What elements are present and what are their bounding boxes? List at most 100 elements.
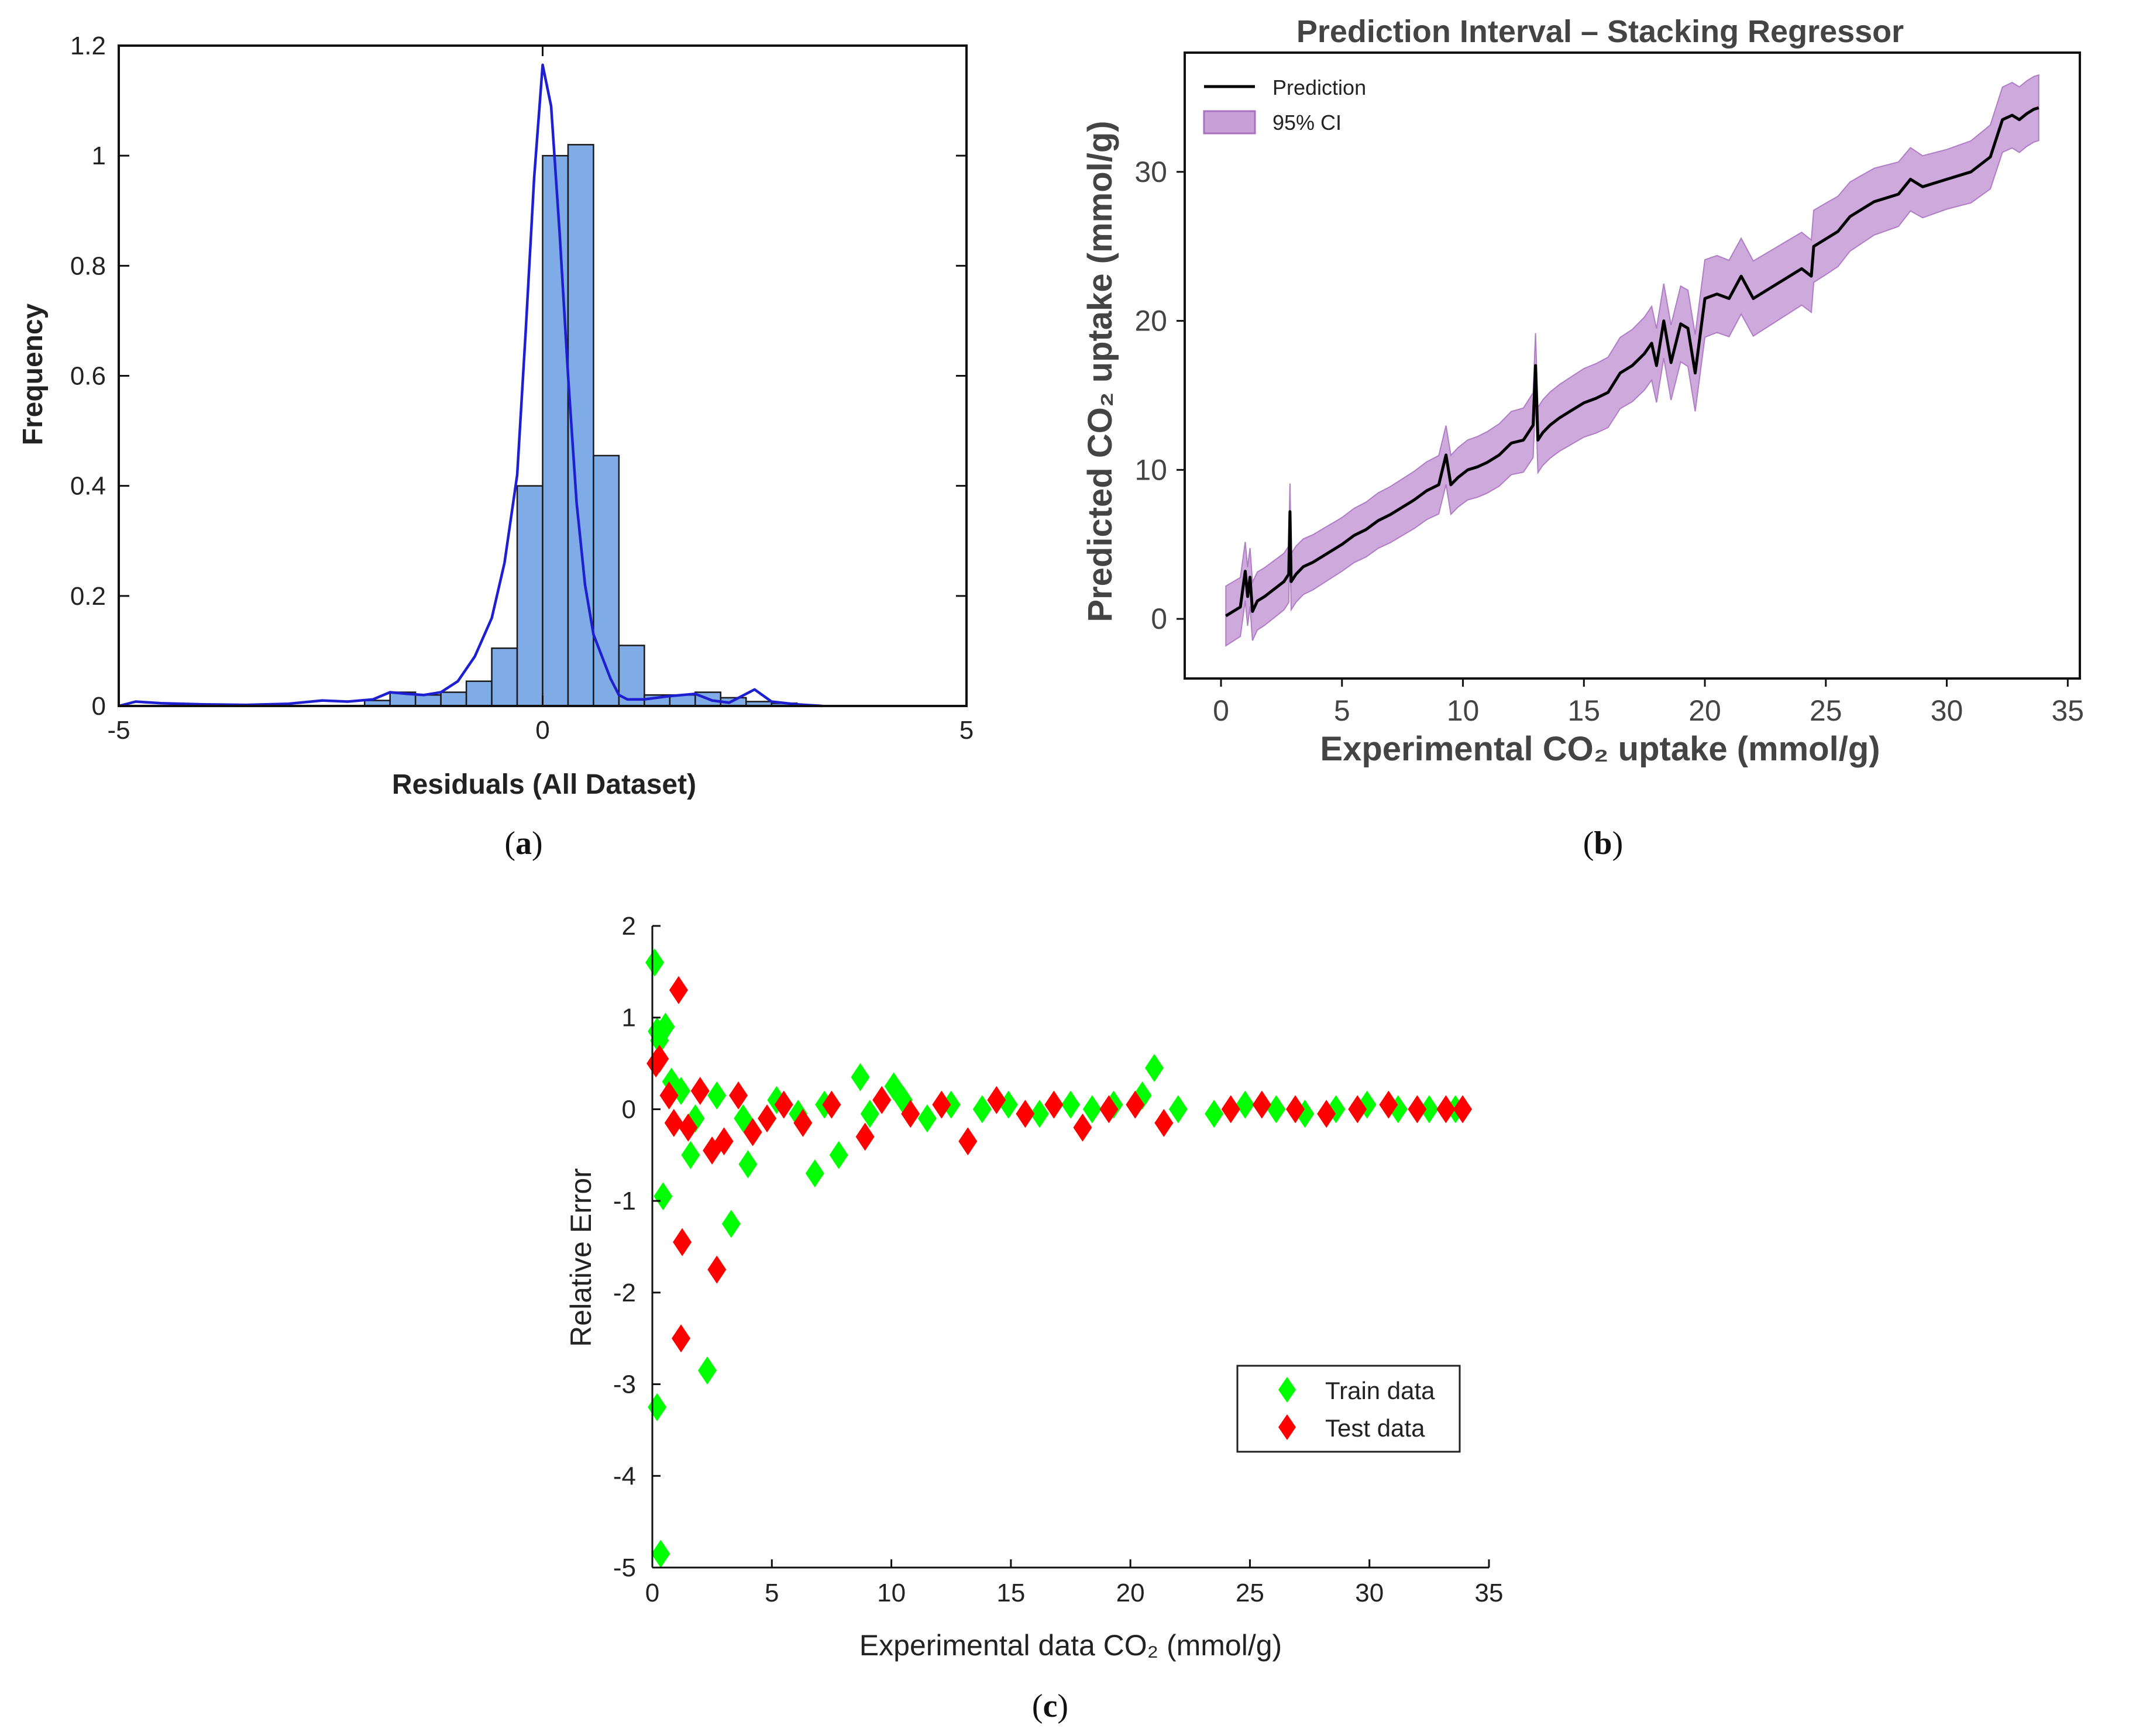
panel-b-prediction-interval: 0 5 10 15 20 25 30 35 0 10 20 30 Prediction Interva… xyxy=(1081,14,2084,862)
panel-c-label-letter: c xyxy=(1043,1688,1058,1724)
panel-a-ylabel: Frequency xyxy=(18,303,49,445)
test-point-36 xyxy=(1408,1095,1427,1124)
x-tick-label-0: 0 xyxy=(1213,694,1229,727)
x-tick-label-3: 15 xyxy=(1567,694,1600,727)
x-tick-label-1: 0 xyxy=(535,716,549,745)
test-point-31 xyxy=(1252,1090,1271,1119)
x-tick-label-0: 0 xyxy=(645,1579,659,1607)
x-tick-label-1: 5 xyxy=(765,1579,779,1607)
test-point-20 xyxy=(901,1100,920,1128)
train-point-13 xyxy=(829,1141,848,1169)
test-point-8 xyxy=(679,1113,698,1142)
test-point-12 xyxy=(729,1081,748,1110)
y-tick-label-0: 0 xyxy=(1151,602,1167,635)
panel-c-xlabel: Experimental data CO₂ (mmol/g) xyxy=(859,1629,1282,1662)
panel-a-ticks: -5 0 500.20.40.60.811.2 xyxy=(70,32,974,745)
test-point-2 xyxy=(669,976,688,1004)
histogram-bar-6 xyxy=(516,485,544,707)
panel-b-ci-band xyxy=(1225,74,2039,647)
x-tick-label-5: 25 xyxy=(1236,1579,1264,1607)
x-tick-label-5: 25 xyxy=(1810,694,1842,727)
train-point-16 xyxy=(1145,1053,1164,1082)
train-point-6 xyxy=(651,1539,670,1568)
x-tick-label-0: -5 xyxy=(107,716,130,745)
panel-b-title: Prediction Interval – Stacking Regressor xyxy=(1296,14,1904,49)
panel-a-label: (a) xyxy=(504,825,542,862)
train-point-10 xyxy=(721,1210,741,1238)
test-point-11 xyxy=(714,1127,734,1156)
train-point-35 xyxy=(1168,1095,1188,1124)
histogram-bar-3 xyxy=(440,691,467,707)
panel-a-label-close: ) xyxy=(532,825,543,862)
y-tick-label-1: -4 xyxy=(613,1462,636,1490)
panel-c-label-close: ) xyxy=(1057,1688,1068,1724)
train-point-12 xyxy=(805,1159,824,1188)
train-point-38 xyxy=(1267,1095,1286,1124)
x-tick-label-6: 30 xyxy=(1355,1579,1384,1607)
y-tick-label-7: 2 xyxy=(622,912,636,941)
panel-a-label-open: ( xyxy=(504,825,515,862)
histogram-bar-2 xyxy=(414,694,442,707)
train-point-15 xyxy=(884,1072,903,1101)
panel-b-label-close: ) xyxy=(1612,825,1624,862)
test-point-5 xyxy=(707,1255,727,1284)
train-point-43 xyxy=(1419,1095,1439,1124)
train-point-36 xyxy=(1205,1100,1224,1128)
y-tick-label-5: 0 xyxy=(622,1095,636,1124)
legend-prediction-label: Prediction xyxy=(1272,75,1366,99)
train-point-20 xyxy=(707,1081,727,1110)
train-point-7 xyxy=(681,1141,700,1169)
train-point-21 xyxy=(734,1104,753,1133)
y-tick-label-3: -2 xyxy=(613,1279,636,1307)
test-point-24 xyxy=(1016,1100,1035,1128)
histogram-bar-7 xyxy=(542,154,569,707)
x-tick-label-2: 5 xyxy=(959,716,974,745)
train-point-27 xyxy=(917,1104,937,1133)
panel-b-label-letter: b xyxy=(1594,825,1612,862)
test-point-33 xyxy=(1317,1100,1336,1128)
y-tick-label-6: 1.2 xyxy=(70,32,106,60)
train-point-11 xyxy=(738,1150,758,1179)
train-point-25 xyxy=(860,1100,879,1128)
y-tick-label-1: 0.2 xyxy=(70,582,106,611)
test-point-34 xyxy=(1348,1095,1367,1124)
train-point-31 xyxy=(1030,1100,1049,1128)
train-point-14 xyxy=(851,1063,870,1091)
x-tick-label-2: 10 xyxy=(877,1579,906,1607)
panel-b-ticks: 0 5 10 15 20 25 30 35 0 10 20 30 xyxy=(1134,156,2084,727)
panel-c-label: (c) xyxy=(1032,1688,1068,1724)
panel-c-points xyxy=(645,948,1473,1568)
panel-c-legend: Train data Test data xyxy=(1236,1365,1461,1453)
kde-curve xyxy=(118,63,823,708)
panel-b-ylabel: Predicted CO₂ uptake (mmol/g) xyxy=(1081,120,1119,622)
train-point-33 xyxy=(1082,1095,1102,1124)
x-tick-label-2: 10 xyxy=(1447,694,1480,727)
y-tick-label-2: -3 xyxy=(613,1370,636,1399)
panel-b-axes xyxy=(1184,51,2081,680)
panel-a-bins xyxy=(363,144,798,707)
panel-c-relative-error: 0 5 10 15 20 25 30 35 -5 -4 -3 -2 -1 0 1 2 Experimental… xyxy=(565,912,1503,1724)
legend-train-label: Train data xyxy=(1325,1377,1435,1404)
y-tick-label-3: 0.6 xyxy=(70,362,106,391)
y-tick-label-2: 20 xyxy=(1134,305,1167,337)
test-point-6 xyxy=(659,1081,679,1110)
legend-test-marker xyxy=(1278,1414,1296,1440)
panel-b-xlabel: Experimental CO₂ uptake (mmol/g) xyxy=(1320,730,1880,768)
train-point-0 xyxy=(645,948,665,977)
panel-b-label-open: ( xyxy=(1583,825,1594,862)
y-tick-label-2: 0.4 xyxy=(70,472,106,501)
legend-box xyxy=(1236,1365,1461,1453)
panel-a-kde-group xyxy=(118,63,823,708)
panel-a-label-letter: a xyxy=(515,825,532,862)
train-point-3 xyxy=(654,1182,673,1211)
test-point-13 xyxy=(743,1118,762,1146)
panel-b-frame xyxy=(1184,51,2081,680)
train-point-4 xyxy=(656,1012,675,1041)
legend-ci-swatch xyxy=(1203,110,1256,135)
test-point-7 xyxy=(664,1108,683,1137)
test-point-35 xyxy=(1379,1090,1398,1119)
y-tick-label-6: 1 xyxy=(622,1004,636,1032)
test-point-18 xyxy=(855,1122,875,1151)
panel-c-ylabel: Relative Error xyxy=(565,1168,597,1347)
test-point-15 xyxy=(774,1090,793,1119)
